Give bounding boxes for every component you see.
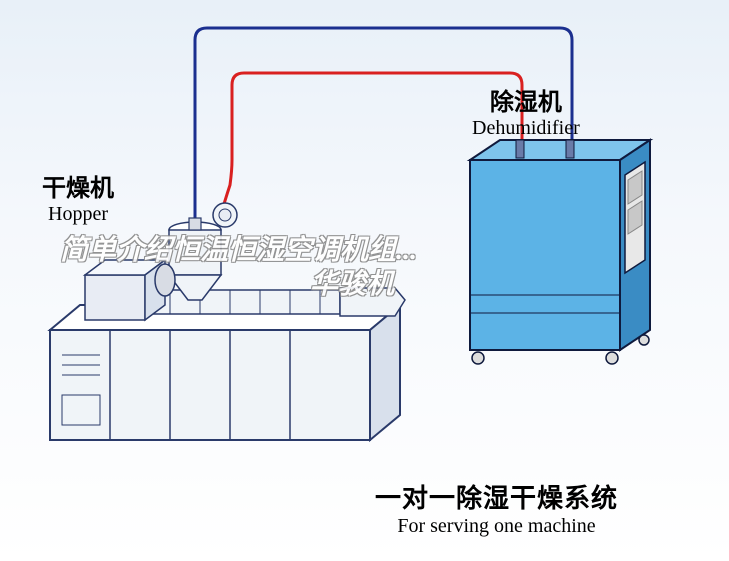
dehumidifier-label-cn: 除湿机: [472, 82, 580, 117]
system-title-cn: 一对一除湿干燥系统: [375, 478, 618, 515]
hopper-label-en: Hopper: [42, 203, 114, 226]
system-title-en: For serving one machine: [375, 515, 618, 538]
dehumidifier-label: 除湿机 Dehumidifier: [472, 82, 580, 140]
system-title: 一对一除湿干燥系统 For serving one machine: [375, 478, 618, 538]
watermark-line2: 华骏机: [310, 262, 394, 302]
dehumidifier-label-en: Dehumidifier: [472, 117, 580, 140]
hopper-label-cn: 干燥机: [42, 168, 114, 203]
dehumidifier-unit: [470, 140, 650, 364]
hopper-label: 干燥机 Hopper: [42, 168, 114, 226]
